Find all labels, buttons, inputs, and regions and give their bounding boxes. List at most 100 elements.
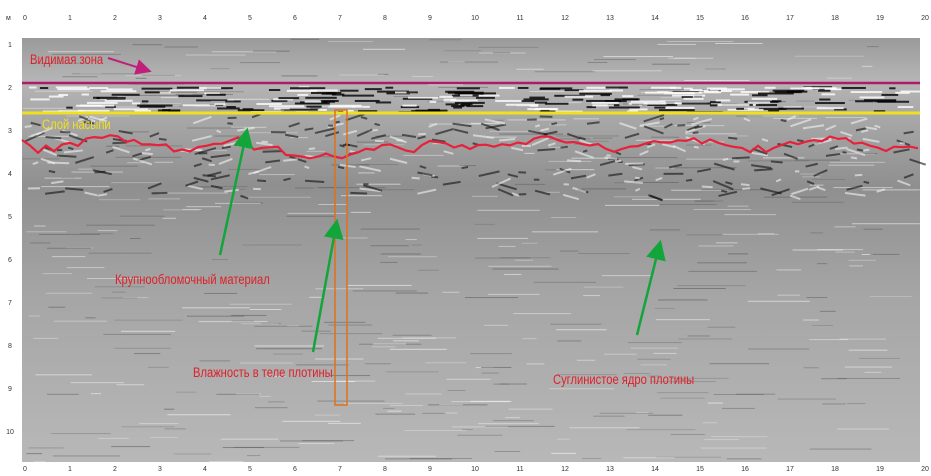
texture-stroke bbox=[508, 408, 553, 410]
texture-stroke bbox=[246, 455, 261, 457]
texture-stroke bbox=[859, 357, 900, 359]
texture-stroke bbox=[827, 77, 852, 79]
texture-stroke bbox=[377, 73, 389, 75]
texture-stroke bbox=[354, 99, 380, 102]
texture-stroke bbox=[48, 169, 56, 174]
texture-stroke bbox=[516, 104, 539, 107]
texture-stroke bbox=[461, 103, 473, 106]
y-tick-label: 3 bbox=[8, 128, 12, 135]
texture-stroke bbox=[864, 371, 882, 373]
texture-stroke bbox=[700, 447, 767, 449]
texture-stroke bbox=[698, 245, 734, 247]
texture-stroke bbox=[265, 159, 281, 164]
texture-stroke bbox=[865, 126, 878, 131]
texture-stroke bbox=[185, 180, 199, 187]
x-tick-label: 12 bbox=[561, 466, 569, 473]
texture-stroke bbox=[160, 97, 178, 99]
texture-stroke bbox=[340, 89, 359, 92]
texture-stroke bbox=[267, 376, 286, 378]
texture-stroke bbox=[811, 178, 846, 180]
texture-stroke bbox=[471, 195, 498, 197]
texture-stroke bbox=[33, 337, 59, 339]
texture-stroke bbox=[511, 192, 520, 197]
texture-stroke bbox=[829, 161, 886, 163]
x-tick-label: 10 bbox=[471, 466, 479, 473]
texture-stroke bbox=[850, 91, 883, 94]
texture-stroke bbox=[609, 89, 623, 92]
x-tick-label: 1 bbox=[68, 466, 72, 473]
texture-stroke bbox=[897, 179, 911, 187]
texture-stroke bbox=[459, 94, 473, 97]
texture-stroke bbox=[849, 265, 864, 267]
label: Влажность в теле плотины bbox=[193, 365, 333, 380]
texture-stroke bbox=[499, 257, 551, 259]
texture-stroke bbox=[389, 157, 408, 164]
texture-stroke bbox=[168, 110, 181, 113]
texture-stroke bbox=[522, 338, 537, 340]
texture-stroke bbox=[28, 447, 64, 449]
texture-stroke bbox=[889, 87, 896, 90]
texture-stroke bbox=[385, 458, 453, 460]
texture-stroke bbox=[45, 190, 65, 195]
texture-stroke bbox=[893, 148, 910, 154]
texture-stroke bbox=[328, 324, 373, 326]
y-tick-label: 4 bbox=[8, 171, 12, 178]
texture-stroke bbox=[650, 86, 676, 89]
texture-stroke bbox=[314, 127, 336, 135]
texture-stroke bbox=[76, 104, 103, 107]
texture-stroke bbox=[593, 415, 625, 417]
texture-stroke bbox=[187, 127, 245, 129]
texture-stroke bbox=[678, 338, 733, 340]
texture-stroke bbox=[310, 89, 338, 92]
texture-stroke bbox=[280, 440, 344, 442]
texture-stroke bbox=[549, 138, 591, 140]
texture-stroke bbox=[451, 105, 465, 108]
texture-stroke bbox=[444, 50, 482, 52]
texture-stroke bbox=[587, 61, 608, 63]
texture-stroke bbox=[630, 181, 679, 183]
texture-stroke bbox=[673, 57, 714, 59]
texture-stroke bbox=[142, 74, 175, 76]
texture-stroke bbox=[388, 256, 437, 258]
texture-stroke bbox=[29, 242, 51, 244]
texture-stroke bbox=[564, 89, 584, 92]
texture-stroke bbox=[216, 393, 260, 395]
texture-stroke bbox=[145, 147, 151, 152]
label: Суглинистое ядро плотины bbox=[553, 372, 694, 387]
texture-stroke bbox=[895, 91, 910, 94]
texture-stroke bbox=[715, 99, 731, 102]
texture-stroke bbox=[80, 73, 102, 75]
texture-stroke bbox=[286, 215, 336, 217]
texture-stroke bbox=[792, 249, 844, 251]
texture-stroke bbox=[231, 320, 254, 322]
texture-stroke bbox=[240, 62, 281, 64]
texture-stroke bbox=[304, 100, 322, 103]
texture-stroke bbox=[704, 439, 739, 441]
texture-stroke bbox=[743, 107, 755, 110]
texture-stroke bbox=[67, 146, 74, 151]
texture-stroke bbox=[452, 122, 472, 128]
texture-stroke bbox=[362, 48, 406, 50]
texture bbox=[22, 38, 927, 463]
texture-stroke bbox=[673, 287, 726, 289]
texture-stroke bbox=[141, 152, 153, 156]
texture-stroke bbox=[83, 121, 95, 125]
texture-stroke bbox=[666, 40, 734, 42]
texture-stroke bbox=[112, 145, 130, 154]
texture-stroke bbox=[863, 228, 883, 230]
texture-stroke bbox=[356, 141, 389, 143]
texture-stroke bbox=[35, 374, 92, 376]
texture-stroke bbox=[790, 87, 820, 90]
texture-stroke bbox=[786, 115, 797, 121]
texture-stroke bbox=[803, 367, 819, 369]
texture-stroke bbox=[681, 96, 693, 99]
texture-stroke bbox=[27, 187, 41, 190]
texture-stroke bbox=[342, 94, 375, 97]
texture-stroke bbox=[670, 434, 705, 436]
texture-stroke bbox=[287, 325, 300, 327]
texture-stroke bbox=[707, 326, 736, 328]
texture-stroke bbox=[417, 132, 426, 136]
texture-stroke bbox=[314, 414, 340, 416]
texture-stroke bbox=[492, 52, 511, 54]
texture-stroke bbox=[211, 51, 277, 53]
